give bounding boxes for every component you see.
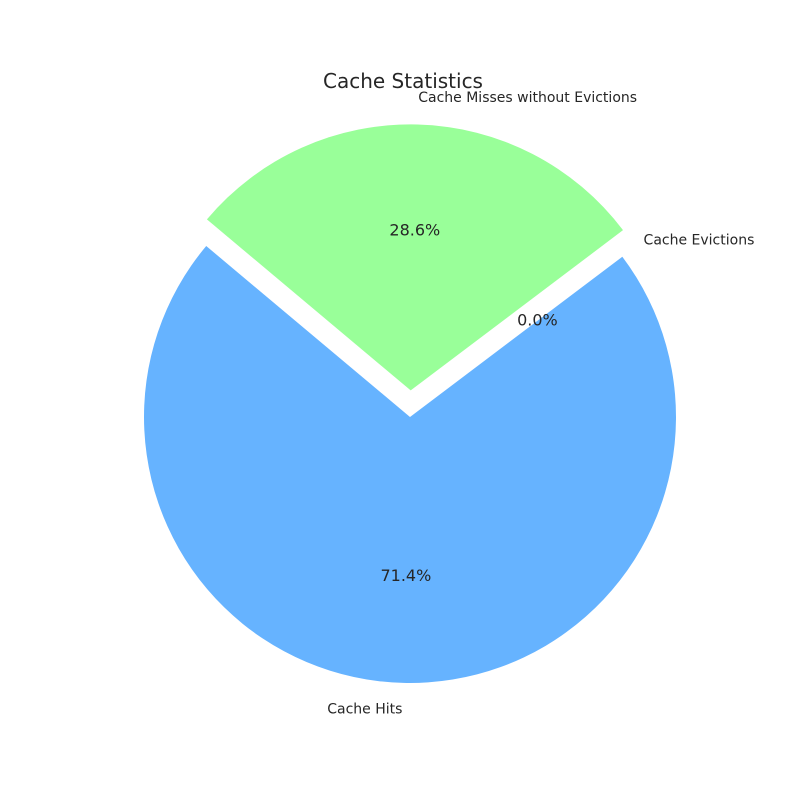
pie-slice-cache-misses-without-evictions (206, 124, 624, 391)
slice-label-cache-evictions: Cache Evictions (644, 233, 755, 249)
slice-label-cache-hits: Cache Hits (327, 702, 402, 718)
pie-slices (144, 124, 676, 683)
percent-label-cache-evictions: 0.0% (517, 310, 558, 329)
chart-title: Cache Statistics (323, 69, 483, 93)
percent-label-cache-misses-without-evictions: 28.6% (389, 220, 440, 239)
pie-labels: Cache Hits 71.4% Cache Evictions 0.0% Cache … (327, 90, 754, 718)
slice-label-cache-misses-without-evictions: Cache Misses without Evictions (418, 90, 637, 106)
percent-label-cache-hits: 71.4% (380, 566, 431, 585)
pie-slice-cache-hits (144, 246, 676, 683)
